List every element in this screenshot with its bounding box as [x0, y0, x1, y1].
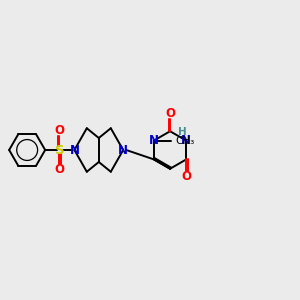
Text: O: O: [54, 163, 64, 176]
Text: H: H: [178, 127, 187, 136]
Text: O: O: [165, 107, 175, 121]
Text: N: N: [149, 134, 159, 147]
Text: O: O: [54, 124, 64, 137]
Text: N: N: [181, 134, 191, 147]
Text: S: S: [55, 143, 64, 157]
Text: CH₃: CH₃: [176, 136, 195, 146]
Text: N: N: [118, 143, 128, 157]
Text: O: O: [181, 170, 191, 183]
Text: N: N: [69, 143, 80, 157]
